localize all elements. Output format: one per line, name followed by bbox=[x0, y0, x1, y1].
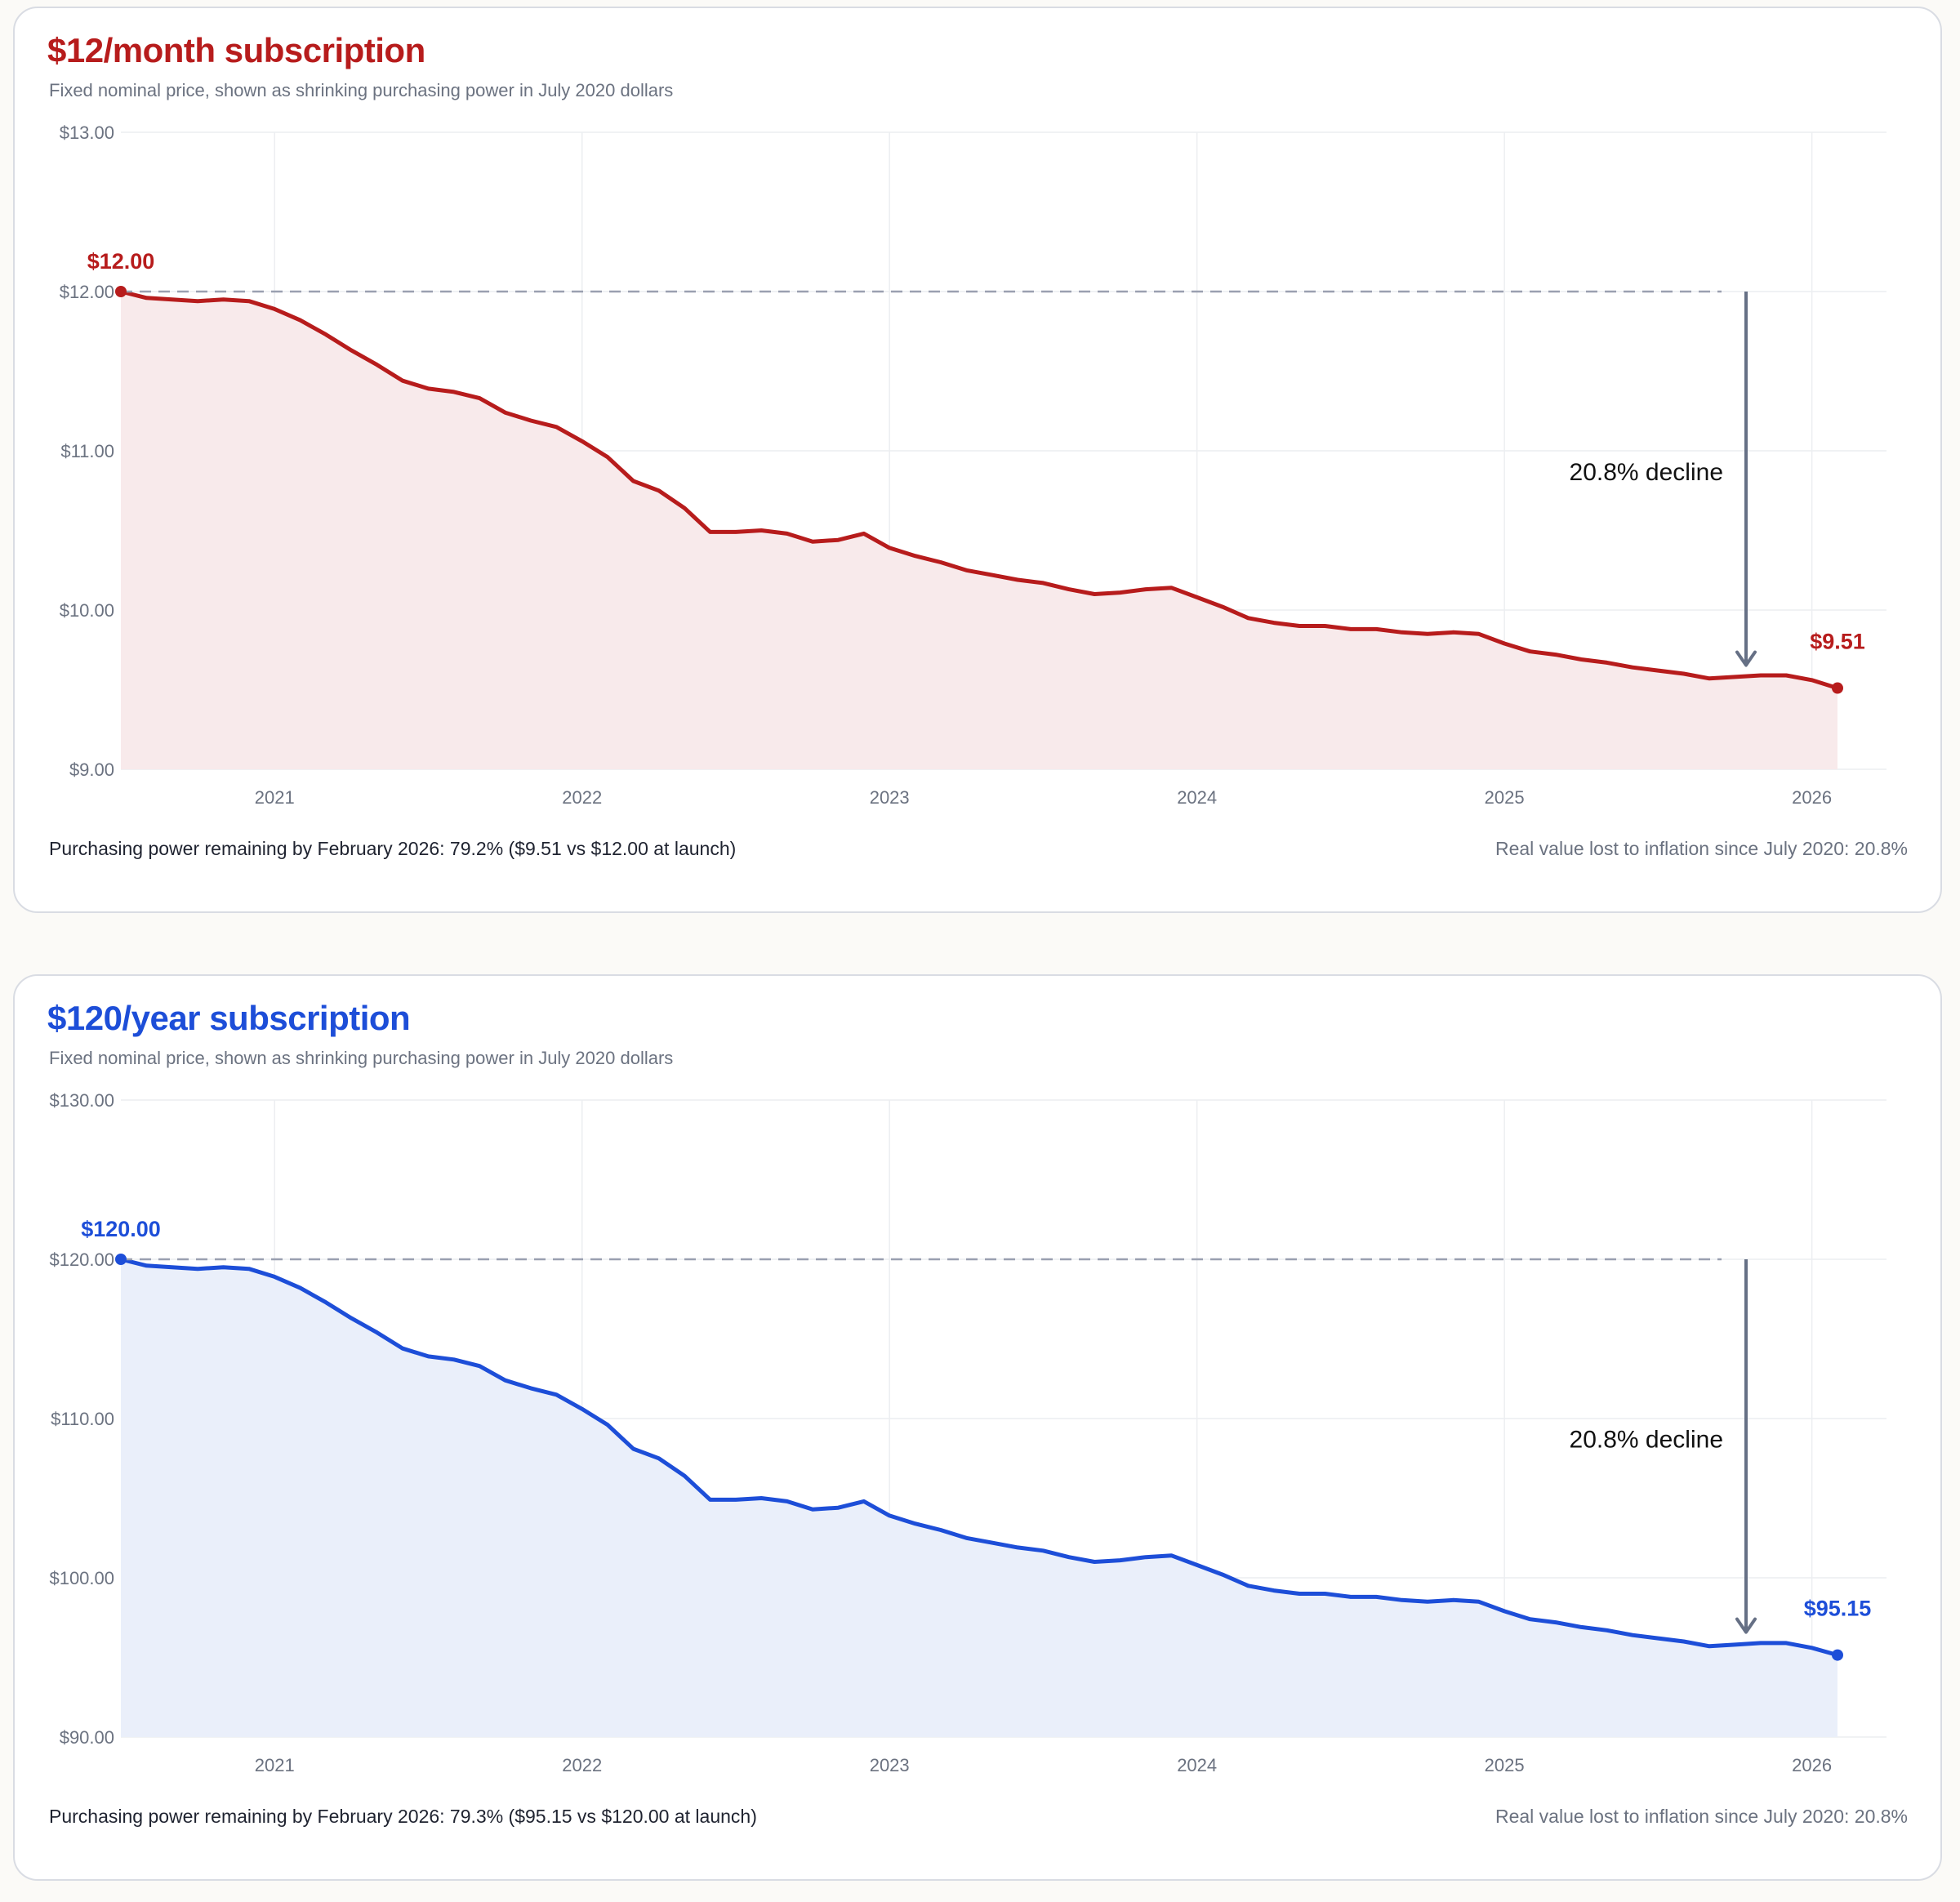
area-fill bbox=[121, 292, 1838, 769]
chart-plot-monthly: $9.00 $10.00 $11.00 $12.00 $13.00 2021 2022 202… bbox=[60, 122, 1886, 808]
chart-subtitle: Fixed nominal price, shown as shrinking … bbox=[49, 80, 674, 100]
decline-arrow-head bbox=[1735, 1617, 1757, 1634]
chart-title: $12/month subscription bbox=[47, 31, 425, 69]
chart-plot-yearly: $90.00 $100.00 $110.00 $120.00 $130.00 2021 20… bbox=[49, 1090, 1886, 1775]
real-value-lost-note: Real value lost to inflation since July … bbox=[1494, 838, 1908, 859]
purchasing-power-summary: Purchasing power remaining by February 2… bbox=[49, 1806, 757, 1827]
y-tick-label: $120.00 bbox=[49, 1249, 114, 1270]
x-tick-label: 2023 bbox=[870, 1755, 910, 1775]
x-tick-label: 2022 bbox=[562, 787, 602, 808]
x-tick-label: 2022 bbox=[562, 1755, 602, 1775]
y-tick-label: $13.00 bbox=[60, 122, 114, 143]
chart-title: $120/year subscription bbox=[47, 999, 411, 1037]
end-point bbox=[1832, 1649, 1843, 1661]
y-tick-label: $10.00 bbox=[60, 600, 114, 621]
x-tick-label: 2026 bbox=[1792, 1755, 1832, 1775]
x-tick-label: 2024 bbox=[1177, 787, 1217, 808]
end-point bbox=[1832, 682, 1843, 694]
start-point bbox=[115, 286, 127, 297]
end-value-label: $9.51 bbox=[1810, 630, 1865, 654]
start-value-label: $120.00 bbox=[81, 1217, 161, 1241]
purchasing-power-summary: Purchasing power remaining by February 2… bbox=[49, 838, 737, 859]
end-value-label: $95.15 bbox=[1804, 1597, 1872, 1621]
x-tick-label: 2025 bbox=[1485, 1755, 1525, 1775]
y-tick-label: $100.00 bbox=[49, 1568, 114, 1588]
x-tick-label: 2021 bbox=[255, 1755, 295, 1775]
decline-label: 20.8% decline bbox=[1570, 1426, 1723, 1453]
x-tick-label: 2021 bbox=[255, 787, 295, 808]
x-tick-label: 2026 bbox=[1792, 787, 1832, 808]
y-tick-label: $12.00 bbox=[60, 282, 114, 302]
series-line bbox=[118, 289, 1840, 691]
y-tick-label: $9.00 bbox=[69, 759, 114, 780]
series-line bbox=[118, 1257, 1840, 1658]
start-point bbox=[115, 1254, 127, 1265]
y-tick-label: $130.00 bbox=[49, 1090, 114, 1111]
x-tick-label: 2023 bbox=[870, 787, 910, 808]
y-tick-label: $90.00 bbox=[60, 1727, 114, 1748]
x-tick-label: 2025 bbox=[1485, 787, 1525, 808]
chart-subtitle: Fixed nominal price, shown as shrinking … bbox=[49, 1048, 674, 1068]
x-tick-label: 2024 bbox=[1177, 1755, 1217, 1775]
decline-arrow-head bbox=[1735, 650, 1757, 667]
real-value-lost-note: Real value lost to inflation since July … bbox=[1494, 1806, 1908, 1827]
chart-card-monthly: $12/month subscription Fixed nominal pri… bbox=[13, 7, 1942, 913]
y-tick-label: $11.00 bbox=[60, 441, 114, 461]
chart-card-yearly: $120/year subscription Fixed nominal pri… bbox=[13, 974, 1942, 1881]
area-fill bbox=[121, 1259, 1838, 1737]
decline-label: 20.8% decline bbox=[1570, 459, 1723, 486]
start-value-label: $12.00 bbox=[87, 249, 155, 274]
y-tick-label: $110.00 bbox=[51, 1409, 114, 1429]
